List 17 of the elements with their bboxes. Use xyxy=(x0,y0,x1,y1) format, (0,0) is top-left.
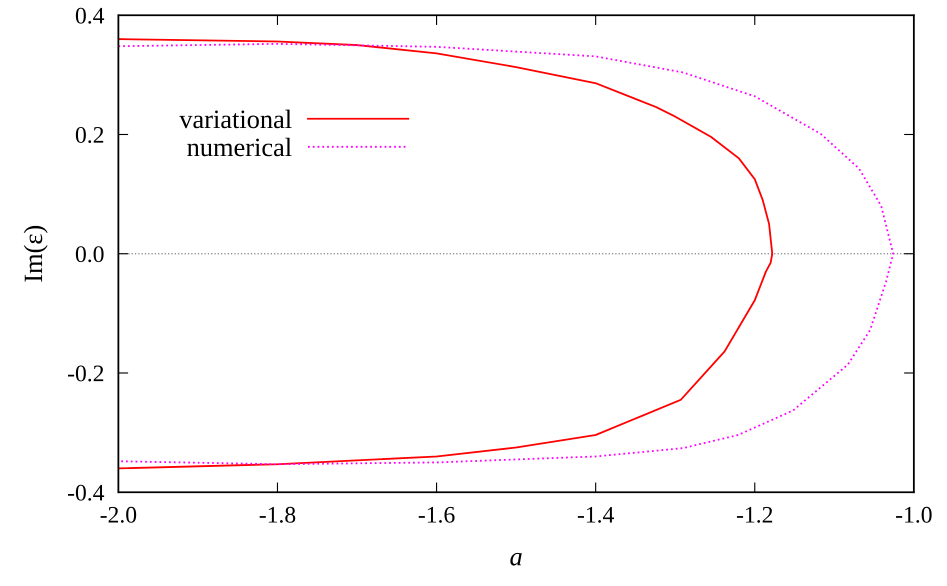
x-tick-label: -1.8 xyxy=(260,506,296,523)
x-tick-label: -2.0 xyxy=(100,506,136,523)
line-series xyxy=(118,38,774,470)
y-tick-label: -0.4 xyxy=(68,484,104,501)
line-series xyxy=(118,42,894,466)
y-tick-label: 0.4 xyxy=(76,8,104,24)
legend-label: variational xyxy=(179,110,292,128)
y-tick-label: -0.2 xyxy=(68,365,104,382)
y-axis-title: Im(ε) xyxy=(24,226,48,282)
y-tick-label: 0.0 xyxy=(76,246,104,262)
x-axis-title: a xyxy=(510,552,522,566)
x-tick-label: -1.2 xyxy=(736,506,772,523)
y-tick-label: 0.2 xyxy=(76,126,104,144)
x-tick-label: -1.4 xyxy=(578,506,614,523)
x-tick-label: -1.6 xyxy=(418,506,455,523)
x-tick-label: -1.0 xyxy=(896,506,932,523)
legend-label: numerical xyxy=(187,138,292,156)
